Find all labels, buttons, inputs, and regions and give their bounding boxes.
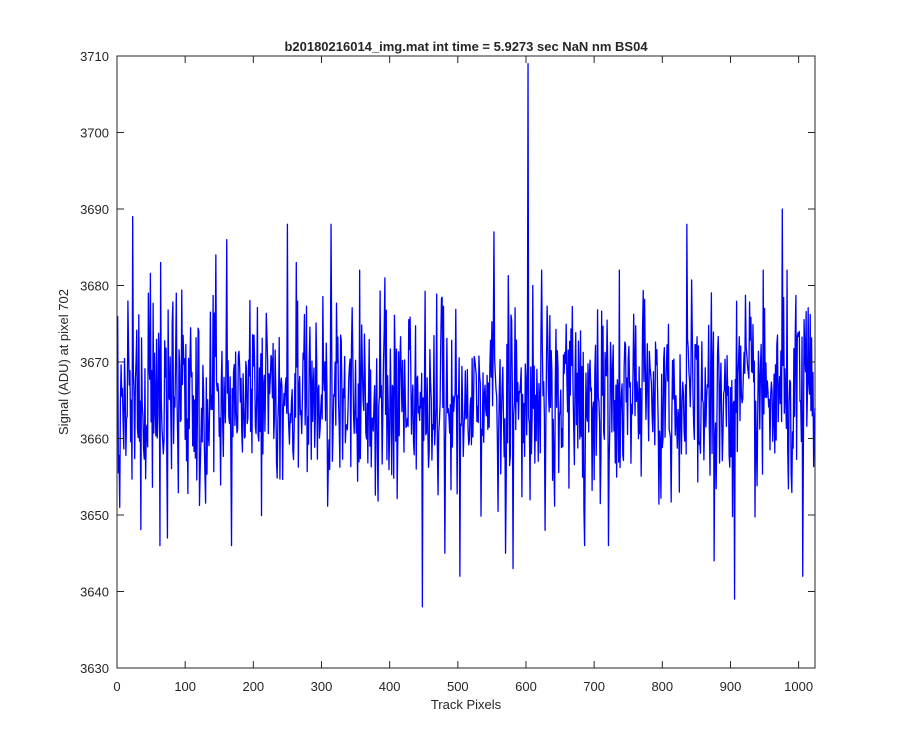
y-tick-label: 3640 — [80, 585, 109, 600]
y-tick-label: 3630 — [80, 661, 109, 676]
x-tick-label: 400 — [379, 679, 401, 694]
y-tick-label: 3660 — [80, 432, 109, 447]
data-layer — [117, 63, 816, 608]
x-axis-ticks: 0 100 200 300 400 500 600 700 800 900 1000 — [113, 56, 813, 694]
x-tick-label: 0 — [113, 679, 120, 694]
y-axis-ticks: 3630 3640 3650 3660 3670 3680 3690 3700 3710 — [80, 49, 815, 676]
y-tick-label: 3690 — [80, 202, 109, 217]
y-tick-label: 3680 — [80, 279, 109, 294]
x-tick-label: 300 — [311, 679, 333, 694]
x-tick-label: 800 — [651, 679, 673, 694]
x-axis-label: Track Pixels — [431, 697, 502, 712]
series-line — [117, 63, 816, 608]
y-tick-label: 3710 — [80, 49, 109, 64]
chart-title: b20180216014_img.mat int time = 5.9273 s… — [284, 39, 648, 54]
x-tick-label: 1000 — [784, 679, 813, 694]
y-axis-label: Signal (ADU) at pixel 702 — [56, 289, 71, 435]
x-tick-label: 100 — [174, 679, 196, 694]
x-tick-label: 200 — [242, 679, 264, 694]
y-tick-label: 3700 — [80, 126, 109, 141]
x-tick-label: 500 — [447, 679, 469, 694]
x-tick-label: 600 — [515, 679, 537, 694]
y-tick-label: 3670 — [80, 355, 109, 370]
y-tick-label: 3650 — [80, 508, 109, 523]
x-tick-label: 900 — [720, 679, 742, 694]
x-tick-label: 700 — [583, 679, 605, 694]
